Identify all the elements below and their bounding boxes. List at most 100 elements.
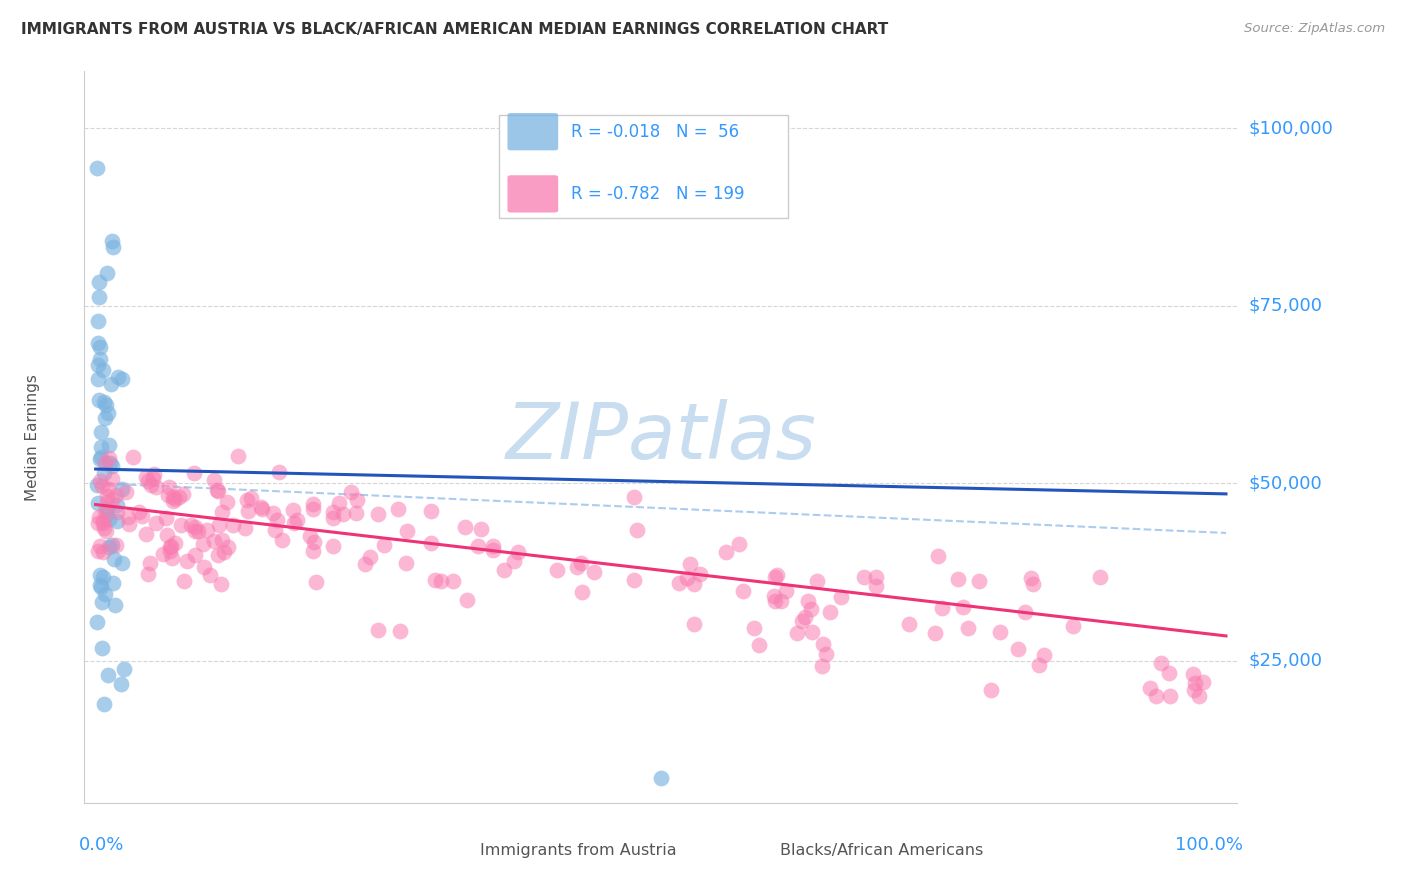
Point [215,495,238,509]
Point [346,493,368,508]
Point [946,572,969,586]
Point [980,683,1002,698]
Text: 0.0%: 0.0% [79,836,124,854]
Point [111,482,134,496]
Point [794,609,817,624]
Point [136,567,159,582]
Point [193,559,215,574]
Point [623,573,645,587]
Point [87,336,110,351]
Point [105,498,128,512]
Point [569,556,592,570]
Point [183,524,205,538]
Point [110,677,132,691]
Point [145,516,167,530]
Point [207,483,229,498]
Point [96,524,118,539]
Point [89,351,111,366]
Point [626,523,648,537]
Point [786,626,808,640]
Point [1062,618,1084,632]
Point [208,517,231,532]
Point [270,533,292,547]
Point [101,538,124,552]
Point [89,451,111,466]
Point [967,574,990,588]
Point [96,502,118,516]
Point [91,363,114,377]
Point [101,240,124,254]
Point [420,503,443,517]
Point [96,495,118,509]
Point [131,509,153,524]
Point [952,600,974,615]
Point [763,594,786,608]
Point [714,545,737,559]
Point [176,554,198,568]
Point [387,501,409,516]
Point [211,505,233,519]
Point [217,540,239,554]
Point [1182,683,1205,698]
Point [1028,658,1050,673]
Point [152,547,174,561]
Point [683,616,706,631]
Point [198,568,221,582]
Point [91,569,114,583]
Point [1157,665,1180,680]
Point [865,579,887,593]
Point [155,511,177,525]
Point [93,395,115,409]
Point [101,458,124,473]
Point [96,507,118,521]
Point [565,560,588,574]
Point [425,573,447,587]
Point [94,503,117,517]
Point [142,471,165,485]
Point [354,558,377,572]
Point [89,340,111,354]
Point [235,493,257,508]
Point [90,479,112,493]
Point [1144,690,1167,704]
Point [101,575,124,590]
Point [742,621,765,635]
Point [683,577,706,591]
Point [456,592,478,607]
Point [897,617,920,632]
Point [806,574,828,588]
Point [927,549,949,563]
Point [924,626,946,640]
Point [762,589,785,603]
Point [98,512,121,526]
Point [97,406,120,420]
Point [90,595,112,609]
Point [298,529,321,543]
Point [105,538,128,552]
Point [865,570,887,584]
Point [100,377,122,392]
Point [506,545,529,559]
Point [97,482,120,496]
Point [86,615,108,629]
Point [89,393,111,408]
Point [205,483,228,497]
Point [395,556,418,570]
Text: Median Earnings: Median Earnings [25,374,39,500]
Point [91,516,114,530]
Point [160,551,183,566]
Point [814,647,837,661]
Point [285,513,308,527]
Point [775,583,797,598]
Point [98,451,121,466]
Point [136,474,159,488]
Point [226,449,249,463]
Point [470,522,492,536]
Point [91,545,114,559]
Point [173,574,195,588]
Point [93,411,115,425]
Point [128,505,150,519]
Point [728,537,751,551]
Text: Source: ZipAtlas.com: Source: ZipAtlas.com [1244,22,1385,36]
Point [678,557,700,571]
